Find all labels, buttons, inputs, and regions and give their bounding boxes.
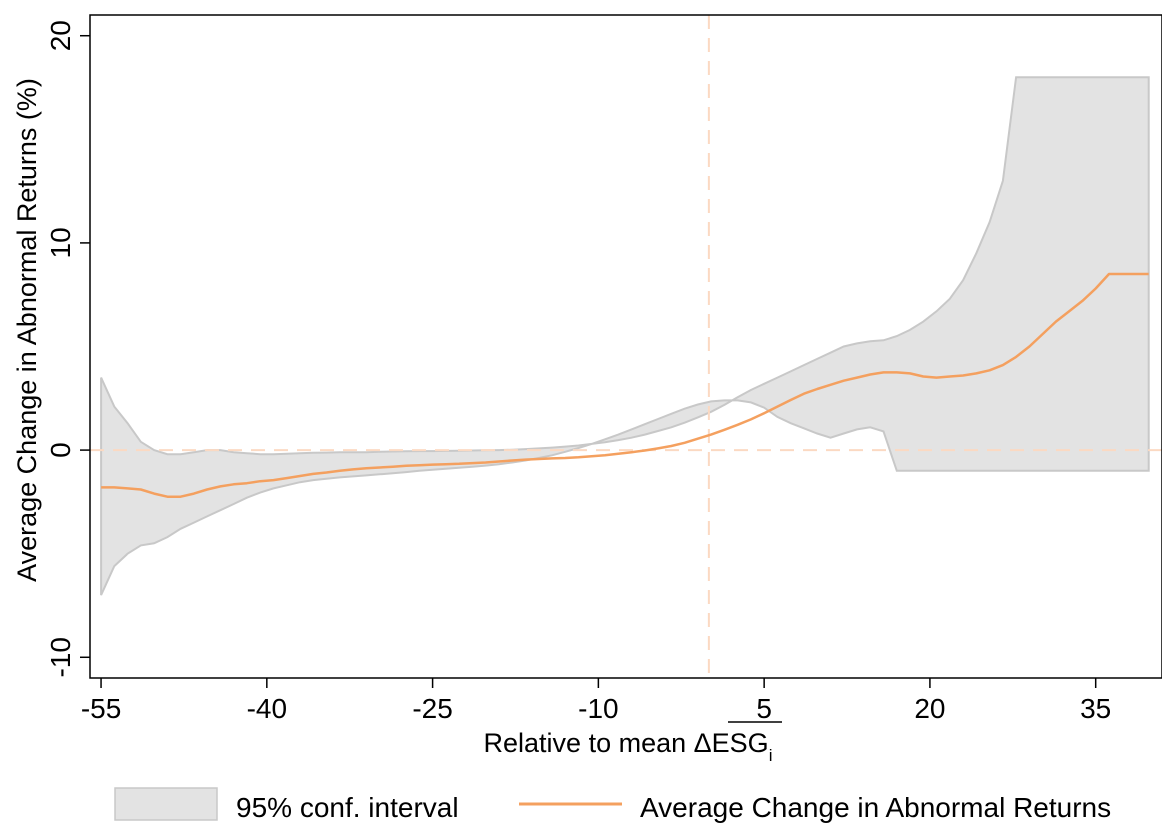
legend: 95% conf. interval Average Change in Abn… bbox=[114, 787, 1111, 823]
y-tick-label: 10 bbox=[45, 227, 76, 258]
legend-line-label: Average Change in Abnormal Returns bbox=[640, 792, 1111, 823]
average-change-line bbox=[101, 272, 1149, 498]
legend-ci-swatch bbox=[114, 787, 218, 821]
plot-frame bbox=[89, 14, 1162, 679]
x-axis-title: Relative to mean ΔESGi bbox=[484, 728, 773, 765]
y-tick-label: -10 bbox=[45, 637, 76, 677]
axes: -55 -40 -25 -10 5 20 35 -10 0 10 20 bbox=[45, 14, 1162, 724]
y-tick-label: 20 bbox=[45, 20, 76, 51]
legend-ci-label: 95% conf. interval bbox=[236, 792, 459, 823]
x-tick-label: 35 bbox=[1080, 693, 1111, 724]
plot-area bbox=[90, 15, 1162, 678]
x-tick-label: -40 bbox=[247, 693, 287, 724]
confidence-band bbox=[100, 76, 1150, 596]
x-tick-label: 5 bbox=[756, 693, 772, 724]
x-tick-label: -25 bbox=[412, 693, 452, 724]
x-tick-label: -55 bbox=[81, 693, 121, 724]
x-tick-label: -10 bbox=[578, 693, 618, 724]
x-tick-label: 20 bbox=[914, 693, 945, 724]
y-tick-label: 0 bbox=[45, 442, 76, 458]
x-axis-title-subscript: i bbox=[769, 746, 773, 765]
y-axis-title: Average Change in Abnormal Returns (%) bbox=[12, 78, 42, 582]
